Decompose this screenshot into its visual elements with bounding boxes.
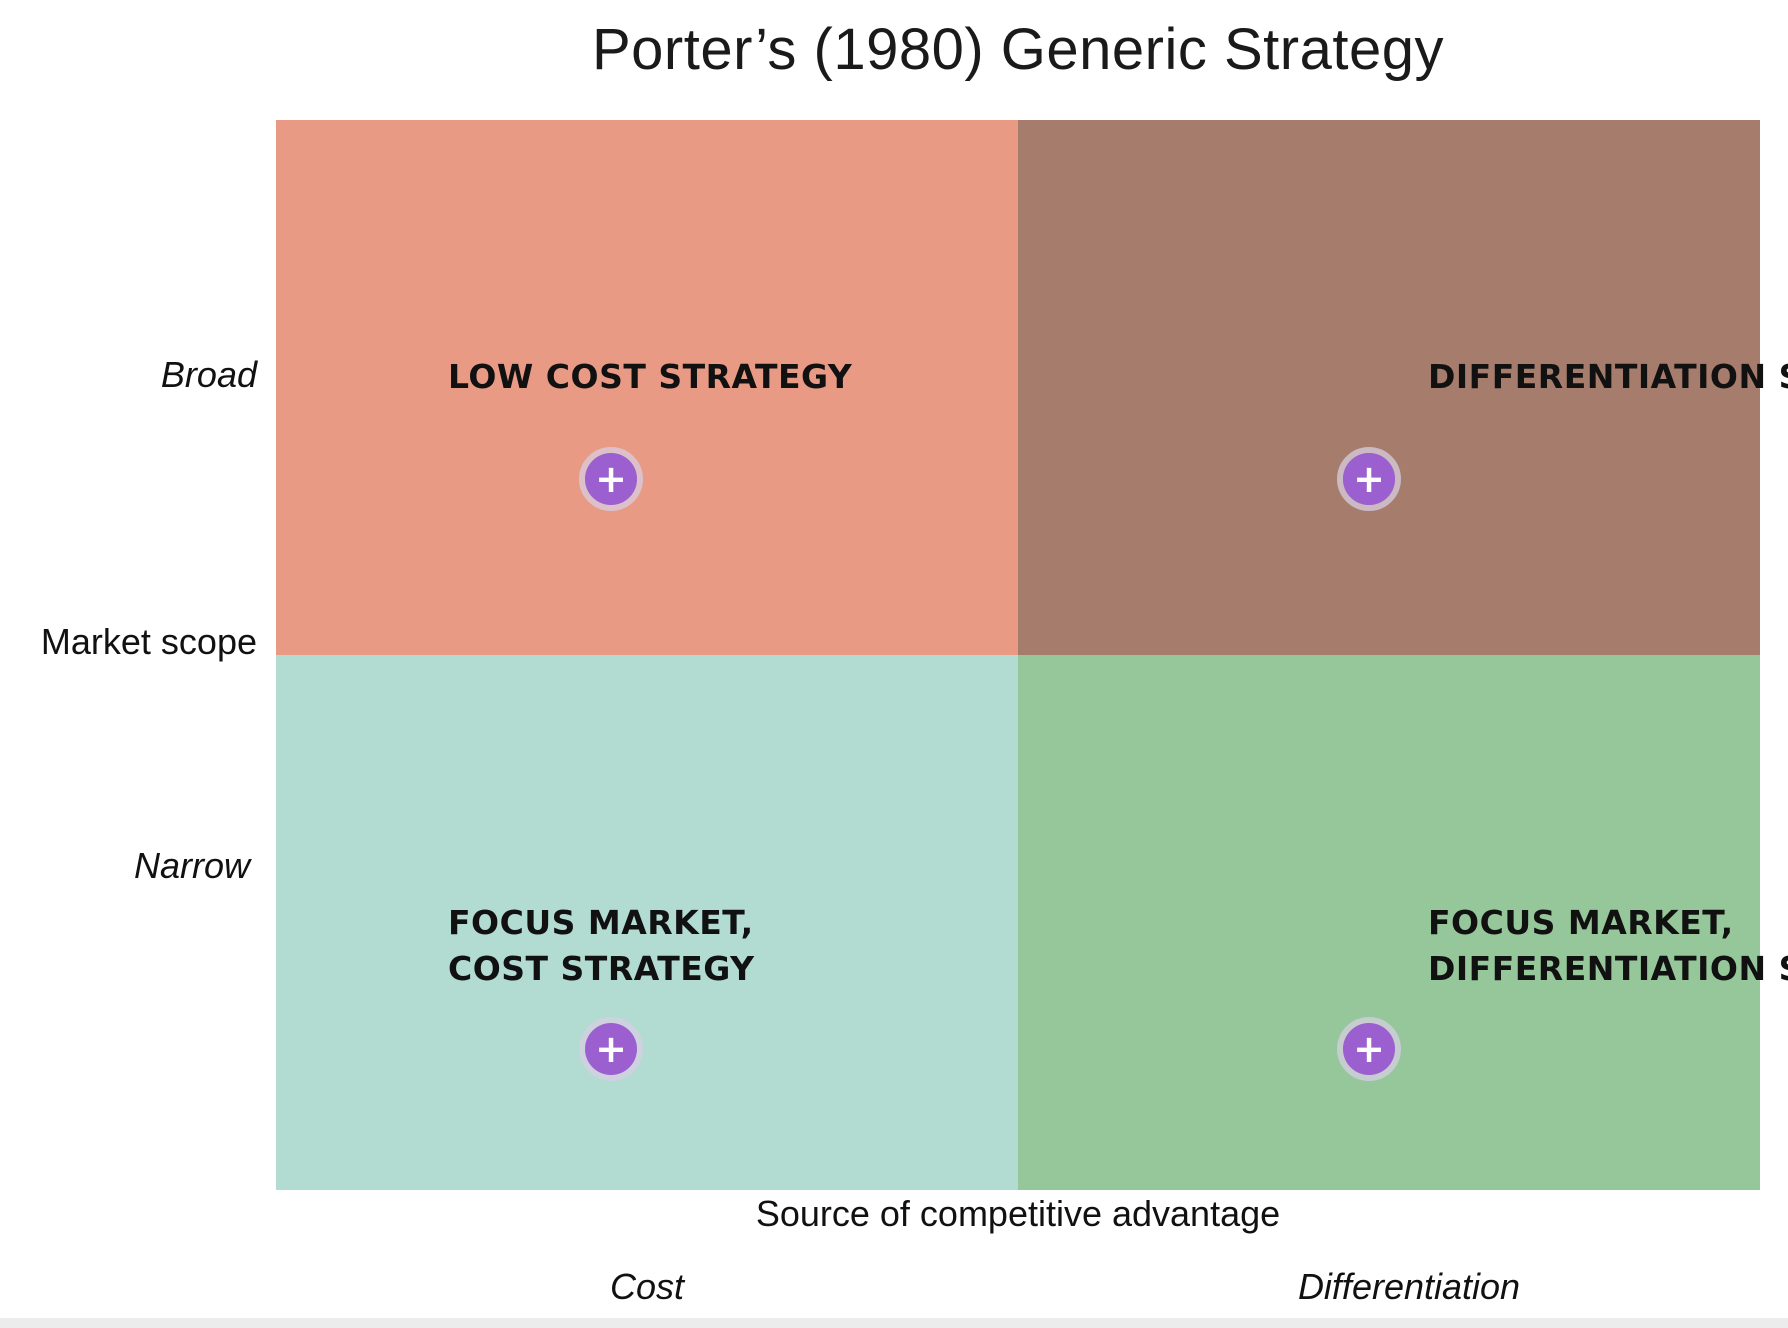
quadrant-label: FOCUS MARKET, DIFFERENTIATION STRATEGY [1428,903,1788,988]
x-axis-differentiation-label: Differentiation [1297,1266,1521,1307]
quadrant-focus-cost: FOCUS MARKET, COST STRATEGY + [276,655,1018,1190]
expand-button[interactable]: + [1337,447,1401,511]
quadrant-focus-differentiation: FOCUS MARKET, DIFFERENTIATION STRATEGY + [1018,655,1788,1190]
quadrant-label: LOW COST STRATEGY [448,357,853,396]
expand-button[interactable]: + [579,1017,643,1081]
strategy-matrix: LOW COST STRATEGY + DIFFERENTIATION STRA… [276,120,1788,1190]
quadrant-label: DIFFERENTIATION STRATEGY [1428,357,1788,396]
plus-icon: + [585,453,637,505]
plus-icon: + [1343,1023,1395,1075]
y-axis-broad-label: Broad [160,354,257,395]
expand-button[interactable]: + [579,447,643,511]
plus-icon: + [1343,453,1395,505]
diagram-title: Porter’s (1980) Generic Strategy [591,17,1444,82]
y-axis-title: Market scope [40,621,257,662]
x-axis-cost-label: Cost [609,1266,685,1307]
quadrant-low-cost: LOW COST STRATEGY + [276,120,1018,655]
bottom-edge [0,1318,1788,1328]
x-axis-title: Source of competitive advantage [755,1193,1281,1234]
quadrant-differentiation: DIFFERENTIATION STRATEGY + [1018,120,1788,655]
expand-button[interactable]: + [1337,1017,1401,1081]
quadrant-label: FOCUS MARKET, COST STRATEGY [448,903,755,988]
y-axis-narrow-label: Narrow [133,845,250,886]
plus-icon: + [585,1023,637,1075]
